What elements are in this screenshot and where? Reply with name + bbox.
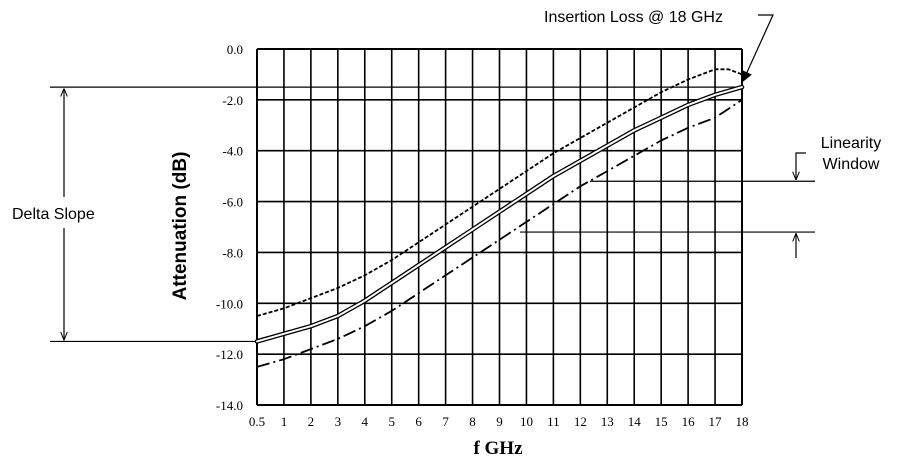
x-tick-label: 10: [520, 414, 533, 429]
x-tick-label: 5: [388, 414, 395, 429]
x-tick-label: 11: [547, 414, 560, 429]
linearity-label-line2: Window: [823, 156, 880, 173]
y-tick-label: -2.0: [222, 93, 243, 108]
x-tick-label: 15: [655, 414, 668, 429]
x-tick-label: 12: [574, 414, 587, 429]
x-tick-label: 16: [682, 414, 696, 429]
x-tick-label: 4: [362, 414, 369, 429]
y-tick-label: -4.0: [222, 144, 243, 159]
series-line-dash-dot: [256, 99, 743, 368]
y-tick-label: -14.0: [216, 398, 243, 413]
series-line-dashed: [256, 68, 743, 317]
y-axis-title: Attenuation (dB): [170, 152, 191, 301]
x-tick-label: 0.5: [249, 414, 265, 429]
linearity-label-line1: Linearity: [821, 135, 881, 152]
x-tick-label: 1: [281, 414, 288, 429]
insertion-loss-arrow: [742, 14, 774, 83]
delta-slope-label: Delta Slope: [12, 206, 95, 223]
x-tick-label: 14: [628, 414, 642, 429]
x-tick-label: 9: [496, 414, 503, 429]
x-tick-label: 13: [601, 414, 614, 429]
x-axis-title: f GHz: [473, 438, 523, 459]
y-tick-label: -6.0: [222, 195, 243, 210]
y-tick-label: -12.0: [216, 347, 243, 362]
y-tick-label: -8.0: [222, 245, 243, 260]
x-tick-label: 8: [469, 414, 476, 429]
x-tick-label: 18: [736, 414, 749, 429]
x-tick-labels: 0.5 1 2 3 4 5 6 7 8 9 10 11 12 13 14 15 16 17 18: [249, 414, 749, 429]
series-line-solid-inner: [256, 86, 743, 343]
y-tick-labels: 0.0 -2.0 -4.0 -6.0 -8.0 -10.0 -12.0 -14.0: [216, 42, 243, 413]
data-series: [254, 68, 745, 368]
x-tick-label: 7: [442, 414, 449, 429]
x-tick-label: 6: [415, 414, 422, 429]
x-tick-label: 3: [335, 414, 342, 429]
linearity-arrow-down: [796, 152, 806, 179]
y-tick-label: -10.0: [216, 296, 243, 311]
x-tick-label: 2: [308, 414, 315, 429]
plot-grid: [256, 48, 743, 406]
y-tick-label: 0.0: [227, 42, 243, 57]
insertion-loss-label: Insertion Loss @ 18 GHz: [544, 9, 723, 26]
x-tick-label: 17: [709, 414, 723, 429]
reference-lines: [50, 14, 815, 343]
